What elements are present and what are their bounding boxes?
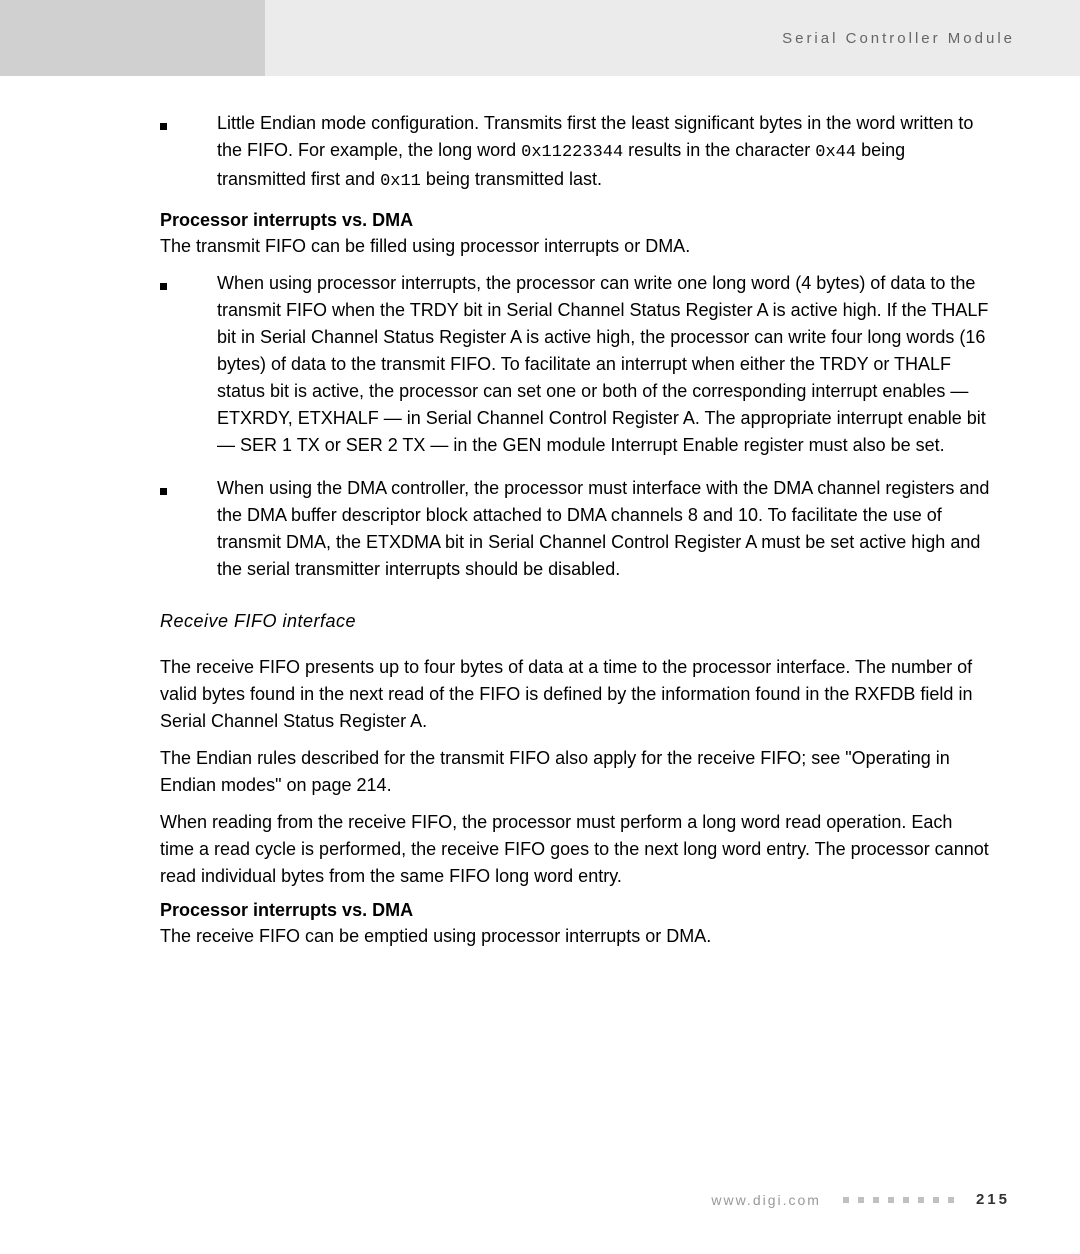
heading-processor-interrupts-2: Processor interrupts vs. DMA <box>160 900 990 921</box>
footer-url: www.digi.com <box>711 1192 821 1208</box>
list-item: Little Endian mode configuration. Transm… <box>160 110 990 194</box>
bullet-icon <box>160 270 217 459</box>
para-transmit-fifo: The transmit FIFO can be filled using pr… <box>160 233 990 260</box>
heading-receive-fifo: Receive FIFO interface <box>160 611 990 632</box>
para-receive-fifo-3: When reading from the receive FIFO, the … <box>160 809 990 890</box>
page-header: Serial Controller Module <box>0 0 1080 76</box>
list-item: When using processor interrupts, the pro… <box>160 270 990 459</box>
para-receive-fifo-2: The Endian rules described for the trans… <box>160 745 990 799</box>
footer-dots <box>843 1197 954 1203</box>
bullet-list-2: When using processor interrupts, the pro… <box>160 270 990 583</box>
bullet-icon <box>160 110 217 194</box>
bullet-list-1: Little Endian mode configuration. Transm… <box>160 110 990 194</box>
para-receive-fifo-1: The receive FIFO presents up to four byt… <box>160 654 990 735</box>
bullet-text-dma-controller: When using the DMA controller, the proce… <box>217 475 990 583</box>
footer-page-number: 215 <box>976 1191 1010 1208</box>
bullet-icon <box>160 475 217 583</box>
header-light-block: Serial Controller Module <box>265 0 1080 76</box>
bullet-text-processor-interrupts: When using processor interrupts, the pro… <box>217 270 990 459</box>
page-content: Little Endian mode configuration. Transm… <box>160 110 990 960</box>
para-receive-emptied: The receive FIFO can be emptied using pr… <box>160 923 990 950</box>
heading-processor-interrupts-1: Processor interrupts vs. DMA <box>160 210 990 231</box>
list-item: When using the DMA controller, the proce… <box>160 475 990 583</box>
bullet-text-endian: Little Endian mode configuration. Transm… <box>217 110 990 194</box>
header-title: Serial Controller Module <box>782 30 1015 47</box>
page-footer: www.digi.com 215 <box>711 1191 1010 1208</box>
header-gray-block <box>0 0 265 76</box>
